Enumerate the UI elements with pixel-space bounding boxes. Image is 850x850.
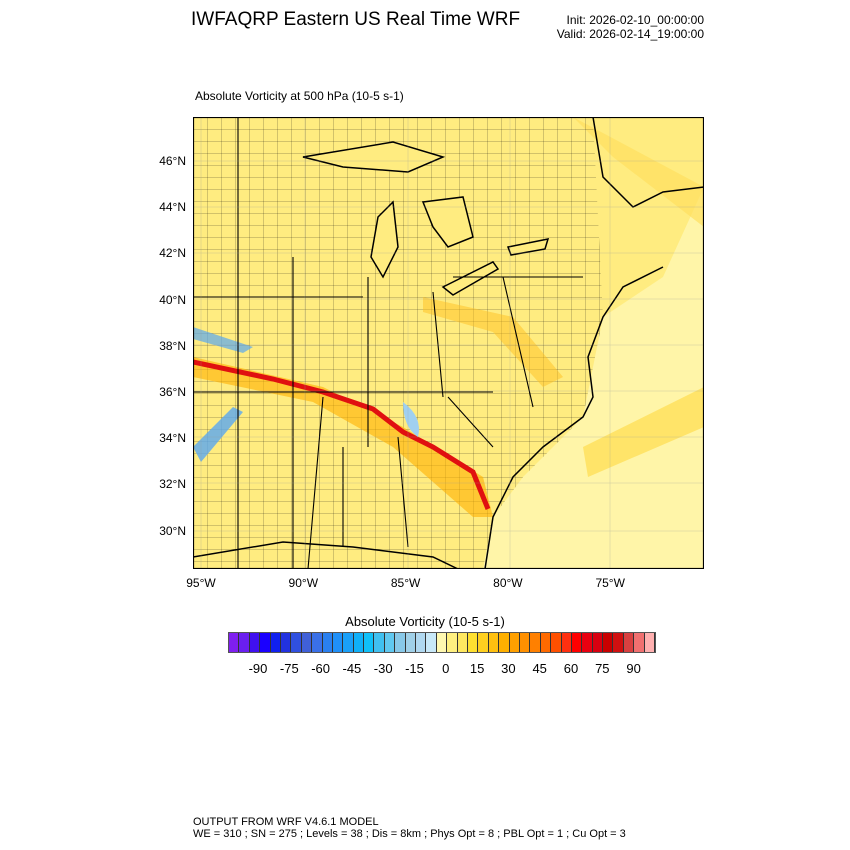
colorbar-box bbox=[260, 633, 271, 652]
colorbar-box bbox=[249, 633, 261, 652]
lat-tick-label: 36°N bbox=[159, 385, 186, 399]
colorbar-box bbox=[478, 633, 489, 652]
colorbar-box bbox=[509, 633, 520, 652]
colorbar-box bbox=[332, 633, 344, 652]
model-info-footer: OUTPUT FROM WRF V4.6.1 MODEL WE = 310 ; … bbox=[193, 816, 626, 840]
time-info: Init: 2026-02-10_00:00:00 Valid: 2026-02… bbox=[557, 13, 704, 41]
negative-vorticity bbox=[403, 402, 419, 437]
lat-tick-label: 42°N bbox=[159, 246, 186, 261]
lat-tick-label: 44°N bbox=[159, 200, 186, 215]
lake-erie bbox=[441, 261, 500, 296]
colorbar-box bbox=[623, 633, 635, 652]
lat-tick-label: 38°N bbox=[159, 338, 186, 353]
colorbar-label: 15 bbox=[469, 661, 485, 676]
colorbar bbox=[228, 632, 657, 653]
colorbar-box bbox=[426, 633, 437, 652]
colorbar-box bbox=[644, 633, 656, 652]
colorbar-box bbox=[229, 633, 240, 652]
county-boundaries bbox=[193, 117, 603, 569]
colorbar-box bbox=[540, 633, 552, 652]
colorbar-label: -90 bbox=[248, 661, 268, 676]
colorbar-label: 30 bbox=[501, 661, 516, 676]
colorbar-label: 75 bbox=[595, 661, 610, 676]
colorbar-box bbox=[353, 633, 365, 652]
colorbar-box bbox=[436, 633, 448, 652]
colorbar-label: 60 bbox=[563, 661, 579, 676]
colorbar-box bbox=[280, 633, 292, 652]
colorbar-box bbox=[499, 633, 510, 652]
colorbar-box bbox=[571, 633, 583, 652]
colorbar-box bbox=[416, 633, 427, 652]
vorticity-map bbox=[193, 117, 704, 569]
colorbar-label: -30 bbox=[373, 661, 393, 676]
lon-tick-label: 75°W bbox=[595, 576, 625, 590]
colorbar-box bbox=[405, 633, 417, 652]
colorbar-box bbox=[613, 633, 624, 652]
vorticity-band bbox=[423, 297, 563, 387]
colorbar-box bbox=[457, 633, 468, 652]
colorbar-box bbox=[322, 633, 333, 652]
colorbar-box bbox=[634, 633, 645, 652]
colorbar-box bbox=[603, 633, 614, 652]
map-frame bbox=[193, 117, 704, 569]
colorbar-label: 45 bbox=[532, 661, 547, 676]
footer-line-1: OUTPUT FROM WRF V4.6.1 MODEL bbox=[193, 816, 379, 828]
lon-tick-label: 80°W bbox=[493, 576, 523, 590]
colorbar-box bbox=[519, 633, 531, 652]
lat-tick-label: 40°N bbox=[159, 292, 186, 307]
init-time: Init: 2026-02-10_00:00:00 bbox=[566, 13, 704, 27]
negative-vorticity bbox=[193, 407, 243, 462]
lat-tick-label: 32°N bbox=[159, 477, 186, 492]
colorbar-label: -45 bbox=[342, 661, 362, 676]
colorbar-box bbox=[384, 633, 396, 652]
colorbar-box bbox=[582, 633, 593, 652]
colorbar-label: 0 bbox=[442, 661, 450, 676]
plot-subtitle: Absolute Vorticity at 500 hPa (10-5 s-1) bbox=[195, 89, 404, 103]
lat-tick-label: 30°N bbox=[159, 523, 186, 538]
ocean-region bbox=[483, 117, 704, 569]
footer-line-2: WE = 310 ; SN = 275 ; Levels = 38 ; Dis … bbox=[193, 828, 626, 840]
colorbar-label: -15 bbox=[405, 661, 424, 676]
colorbar-box bbox=[239, 633, 250, 652]
lat-tick-label: 46°N bbox=[159, 154, 186, 168]
colorbar-box bbox=[270, 633, 281, 652]
lake-huron bbox=[421, 196, 474, 248]
colorbar-box bbox=[291, 633, 302, 652]
lake-michigan bbox=[370, 200, 399, 279]
lon-tick-label: 90°W bbox=[288, 576, 319, 590]
graticule bbox=[193, 117, 704, 569]
colorbar-label: -60 bbox=[311, 661, 330, 676]
vorticity-max-streak bbox=[193, 359, 491, 510]
colorbar-box bbox=[301, 633, 313, 652]
colorbar-box bbox=[592, 633, 604, 652]
colorbar-title: Absolute Vorticity (10-5 s-1) bbox=[345, 614, 505, 629]
valid-time: Valid: 2026-02-14_19:00:00 bbox=[556, 27, 704, 41]
colorbar-box bbox=[561, 633, 572, 652]
colorbar-box bbox=[343, 633, 354, 652]
page-title: IWFAQRP Eastern US Real Time WRF bbox=[191, 9, 521, 30]
colorbar-box bbox=[447, 633, 458, 652]
lat-tick-label: 34°N bbox=[159, 431, 186, 446]
colorbar-label: -75 bbox=[279, 661, 299, 676]
colorbar-box bbox=[467, 633, 479, 652]
colorbar-label: 90 bbox=[626, 661, 641, 676]
lon-tick-label: 85°W bbox=[390, 576, 421, 590]
vorticity-band bbox=[573, 117, 704, 227]
lon-tick-label: 95°W bbox=[186, 576, 216, 590]
colorbar-box bbox=[551, 633, 562, 652]
colorbar-box bbox=[364, 633, 375, 652]
colorbar-box bbox=[395, 633, 406, 652]
colorbar-box bbox=[312, 633, 323, 652]
colorbar-box bbox=[488, 633, 500, 652]
vorticity-band bbox=[193, 357, 493, 517]
colorbar-box bbox=[530, 633, 541, 652]
colorbar-box bbox=[374, 633, 385, 652]
vorticity-band bbox=[583, 387, 704, 477]
